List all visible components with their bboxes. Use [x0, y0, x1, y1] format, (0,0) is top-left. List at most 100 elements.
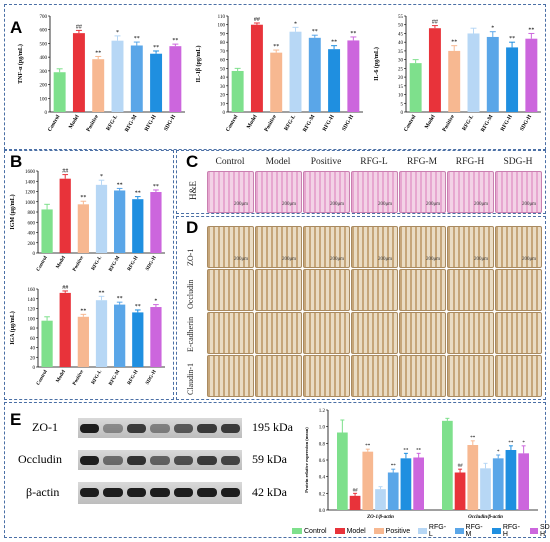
- panel-b-label: B: [10, 152, 23, 171]
- blot-band: [220, 488, 240, 497]
- y-tick-label: 1000: [25, 201, 36, 206]
- y-tick-label: 0.6: [319, 459, 326, 464]
- blot-band: [173, 456, 194, 465]
- y-tick-label: 40: [398, 41, 404, 46]
- y-tick-label: 110: [218, 15, 226, 20]
- y-tick-label: 20: [30, 356, 36, 361]
- he-col-header: SDG-H: [503, 157, 533, 167]
- significance: **: [509, 36, 515, 42]
- ihc-image: [351, 269, 398, 311]
- y-tick-label: 1400: [25, 180, 36, 185]
- ihc-image: [351, 312, 398, 354]
- category-label: Model: [56, 255, 67, 270]
- y-tick-label: 70: [220, 50, 226, 55]
- ihc-image: [351, 226, 398, 268]
- ihc-image: [447, 312, 494, 354]
- he-image: [447, 171, 494, 213]
- panel-d: [176, 216, 546, 400]
- blot-label-occludin: Occludin: [18, 452, 62, 466]
- y-tick-label: 60: [30, 337, 36, 342]
- y-tick-label: 10: [398, 94, 404, 99]
- ihc-image: [207, 312, 254, 354]
- ihc-row-label: ZO-1: [186, 248, 195, 266]
- bar-RFG-H: [506, 47, 519, 112]
- category-label: SDG-H: [145, 255, 157, 271]
- scale-bar: 200μm: [330, 257, 345, 262]
- legend-item: RFG-M: [455, 524, 484, 538]
- he-image: [351, 171, 398, 213]
- chart-protein-expression: 0.0 0.2 0.4 0.6 0.8 1.0 1.2 Protein relative ex…: [304, 409, 538, 520]
- legend-item: Control: [292, 528, 327, 535]
- significance: *: [497, 450, 500, 455]
- bar-RFG-M: [308, 37, 321, 112]
- bar-Control: [231, 70, 244, 112]
- bar-SDG-H: [518, 453, 529, 510]
- significance: **: [416, 448, 422, 453]
- scale-bar: 200μm: [378, 202, 393, 207]
- bar-RFG-L: [95, 184, 108, 253]
- category-label: SDG-H: [163, 113, 177, 132]
- legend-label: SDG-H: [539, 524, 550, 538]
- significance: **: [80, 308, 86, 314]
- category-label: Positive: [72, 369, 85, 387]
- significance: **: [403, 448, 409, 453]
- y-axis-label: IGA (μg/mL): [9, 311, 16, 345]
- ihc-row-label: E-cadherin: [186, 316, 195, 352]
- bar-Model: [72, 33, 85, 113]
- legend-swatch: [373, 528, 384, 534]
- category-label: RFG-L: [461, 114, 475, 132]
- y-tick-label: 0: [401, 111, 404, 116]
- significance: *: [154, 299, 157, 305]
- bar-Control: [41, 320, 53, 367]
- significance: ##: [254, 17, 260, 23]
- bar-Control: [41, 209, 53, 253]
- blot-band: [150, 424, 170, 433]
- he-image: [207, 171, 254, 213]
- he-col-header: RFG-L: [360, 157, 388, 167]
- significance: *: [491, 26, 494, 32]
- bar-Positive: [362, 451, 374, 510]
- legend-swatch: [334, 528, 345, 534]
- ihc-image: [495, 312, 542, 354]
- ihc-image: [207, 269, 254, 311]
- y-tick-label: 50: [220, 67, 226, 72]
- legend-label: Model: [346, 527, 366, 535]
- significance: **: [391, 464, 397, 469]
- significance: *: [100, 174, 103, 180]
- y-tick-label: 600: [28, 221, 36, 226]
- y-tick-label: 80: [220, 41, 226, 46]
- category-label: RFG-L: [91, 255, 103, 272]
- y-tick-label: 0.0: [319, 509, 326, 514]
- y-tick-label: 55: [398, 15, 404, 20]
- western-blot: [78, 414, 242, 506]
- significance: **: [365, 444, 371, 449]
- bar-Model: [349, 495, 361, 510]
- legend: Control Model Positive RFG-L RFG-M RFG-H SDG-H: [292, 524, 550, 538]
- significance: **: [153, 184, 159, 190]
- legend-item: RFG-L: [418, 524, 447, 538]
- scale-bar: 200μm: [522, 257, 537, 262]
- y-tick-label: 20: [398, 76, 404, 81]
- ihc-image: [207, 355, 254, 397]
- he-col-header: RFG-H: [455, 157, 485, 167]
- y-tick-label: 60: [220, 59, 226, 64]
- significance: **: [312, 29, 318, 35]
- bar-SDG-H: [413, 457, 424, 510]
- y-tick-label: 140: [28, 298, 36, 303]
- scale-bar: 200μm: [474, 257, 489, 262]
- category-label: RFG-M: [124, 113, 139, 133]
- legend-label: RFG-M: [465, 524, 483, 538]
- panel-c: [176, 150, 546, 214]
- y-tick-label: 200: [28, 242, 36, 247]
- bar-RFG-M: [114, 304, 126, 367]
- category-label: RFG-H: [500, 113, 514, 132]
- bar-Control: [337, 432, 348, 510]
- ihc-image: [303, 269, 350, 311]
- bar-Positive: [77, 316, 89, 367]
- significance: **: [95, 50, 101, 56]
- bar-RFG-H: [132, 199, 144, 253]
- y-tick-label: 0.8: [319, 442, 326, 447]
- bar-RFG-H: [150, 53, 163, 112]
- y-tick-label: 160: [28, 288, 36, 293]
- he-col-header: Positive: [310, 157, 342, 167]
